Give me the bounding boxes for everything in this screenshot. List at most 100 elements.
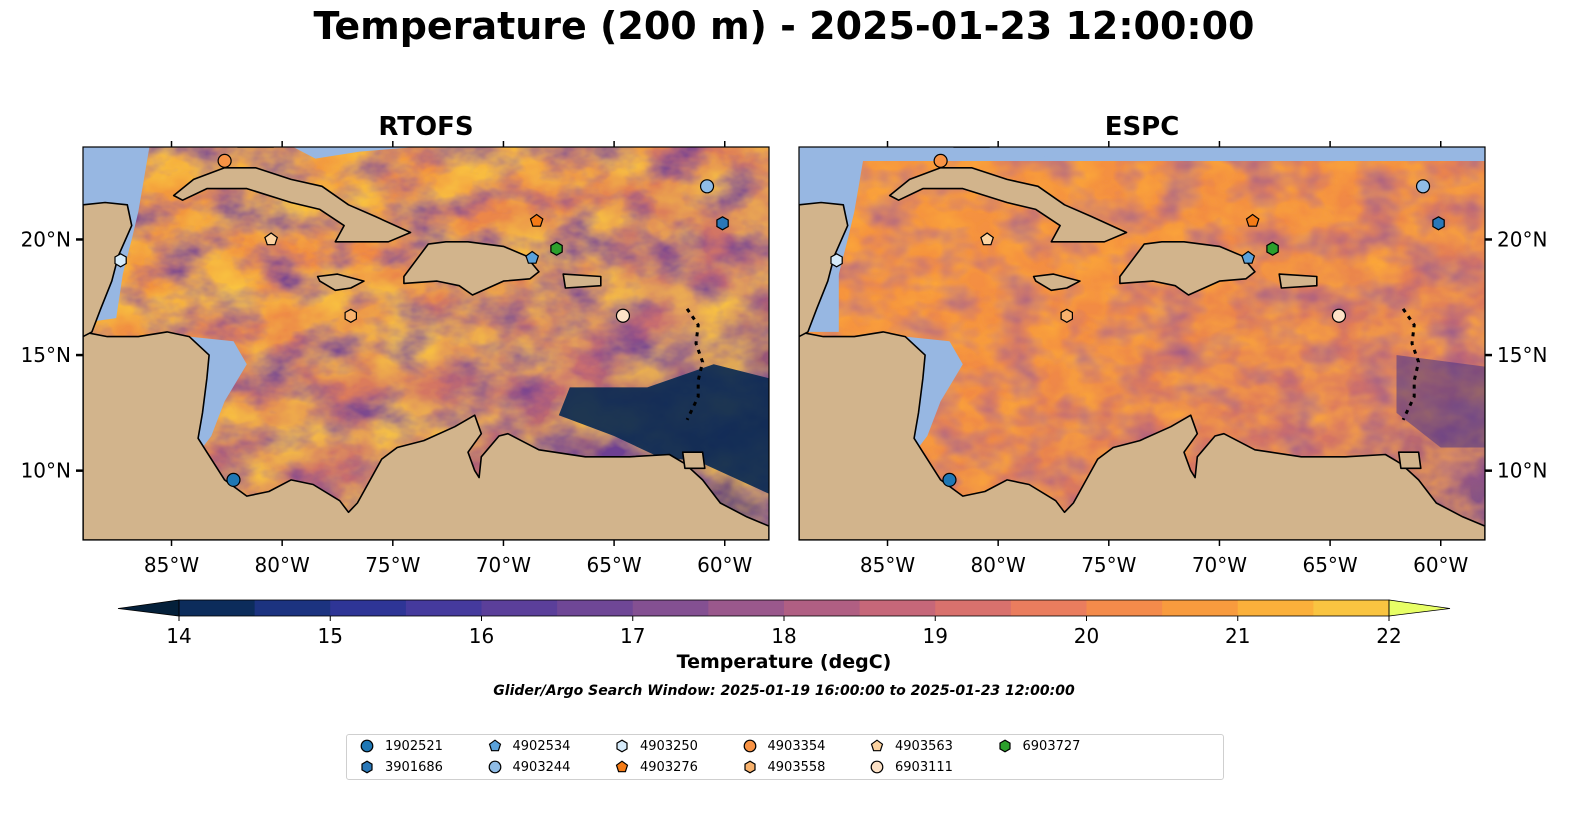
float-marker-4903563 <box>264 232 279 246</box>
circle-marker-icon <box>743 739 756 753</box>
legend-item-4902534: 4902534 <box>487 737 570 755</box>
landmass <box>562 273 602 289</box>
float-marker-4903244 <box>699 179 715 194</box>
colorbar-segment <box>481 600 558 616</box>
float-marker-4903250 <box>830 253 843 268</box>
legend-item-4903276: 4903276 <box>614 758 698 776</box>
landmass <box>1278 273 1318 289</box>
legend-label: 4903563 <box>895 738 953 754</box>
legend-marker-3901686 <box>361 760 373 774</box>
colorbar-tick-label: 16 <box>469 624 494 648</box>
colorbar-segment <box>1086 600 1163 616</box>
landmass <box>888 167 1128 243</box>
landmass <box>1119 241 1256 296</box>
legend-marker-4903276 <box>615 760 629 773</box>
float-marker-4903244 <box>1415 179 1431 194</box>
legend-item-4903558: 4903558 <box>742 758 825 776</box>
legend-marker-6903727 <box>998 739 1011 753</box>
float-marker-6903727 <box>550 241 563 256</box>
float-legend: 1902521 3901686 4902534 4903244 4903250 49032… <box>346 734 1224 780</box>
colorbar-segment <box>405 600 482 616</box>
float-marker-4903354 <box>933 153 948 168</box>
lon-tick-label: 75°W <box>1081 553 1136 577</box>
float-marker-4903276 <box>529 213 544 227</box>
legend-label: 1902521 <box>385 738 443 754</box>
legend-marker-4903244 <box>488 760 501 774</box>
panel-title-espc: ESPC <box>1104 112 1180 142</box>
lon-tick-label: 70°W <box>476 553 531 577</box>
colorbar-segment <box>1010 600 1087 616</box>
legend-item-4903563: 4903563 <box>869 737 953 755</box>
legend-marker-4903563 <box>870 739 884 752</box>
colorbar-segment <box>1237 600 1314 616</box>
lat-tick-label: 15°N <box>1497 343 1547 367</box>
map-frame <box>798 146 1486 541</box>
circle-marker-icon <box>870 760 884 774</box>
legend-label: 4903276 <box>640 759 698 775</box>
float-marker-4903563 <box>980 232 995 246</box>
map-frame <box>82 146 770 541</box>
legend-item-6903111: 6903111 <box>869 758 953 776</box>
landmass <box>1397 451 1422 470</box>
panel-title-rtofs: RTOFS <box>378 112 474 142</box>
colorbar-segment <box>859 600 936 616</box>
legend-label: 3901686 <box>385 759 443 775</box>
colorbar-segment <box>632 600 709 616</box>
legend-item-4903244: 4903244 <box>487 758 571 776</box>
legend-item-1902521: 1902521 <box>359 737 443 755</box>
lat-tick-label: 20°N <box>21 227 71 251</box>
lon-tick-label: 65°W <box>586 553 641 577</box>
lon-tick-label: 60°W <box>697 553 752 577</box>
lesser-antilles <box>1401 307 1421 421</box>
pentagon-marker-icon <box>488 739 501 752</box>
colorbar-extend-low <box>117 599 180 617</box>
lon-tick-label: 80°W <box>971 553 1026 577</box>
legend-label: 6903727 <box>1022 738 1081 754</box>
lon-tick-label: 85°W <box>144 553 199 577</box>
lon-tick-label: 70°W <box>1192 553 1247 577</box>
colorbar-segment <box>179 600 256 616</box>
colorbar-tick-label: 21 <box>1225 624 1250 648</box>
figure-title: Temperature (200 m) - 2025-01-23 12:00:0… <box>313 4 1255 48</box>
legend-marker-1902521 <box>360 739 374 753</box>
float-marker-4903558 <box>344 308 357 323</box>
float-marker-1902521 <box>942 472 957 487</box>
float-marker-6903727 <box>1266 241 1279 256</box>
legend-label: 6903111 <box>895 759 953 775</box>
float-marker-4902534 <box>525 250 540 264</box>
landmass <box>403 241 540 296</box>
colorbar-tick-label: 14 <box>166 624 191 648</box>
legend-item-4903354: 4903354 <box>742 737 826 755</box>
float-marker-4902534 <box>1241 250 1256 264</box>
pentagon-marker-icon <box>870 739 884 752</box>
legend-marker-6903111 <box>870 760 884 774</box>
landmass <box>799 201 849 338</box>
colorbar-label: Temperature (degC) <box>676 651 892 673</box>
float-marker-6903111 <box>615 308 631 323</box>
colorbar-tick-label: 19 <box>923 624 948 648</box>
lesser-antilles <box>685 307 705 421</box>
float-marker-4903354 <box>217 153 232 168</box>
landmass <box>681 451 706 470</box>
legend-item-3901686: 3901686 <box>359 758 443 776</box>
float-marker-3901686 <box>1432 216 1445 231</box>
colorbar-segment <box>708 600 785 616</box>
legend-label: 4903244 <box>512 759 571 775</box>
landmass <box>1032 273 1081 292</box>
colorbar-segment <box>1313 600 1390 616</box>
lon-tick-label: 80°W <box>255 553 310 577</box>
hexagon-marker-icon <box>998 739 1011 753</box>
legend-label: 4903354 <box>767 738 826 754</box>
colorbar-tick-label: 18 <box>771 624 796 648</box>
colorbar-segment <box>330 600 407 616</box>
legend-item-6903727: 6903727 <box>997 737 1081 755</box>
colorbar-segment <box>557 600 634 616</box>
landmass <box>83 201 133 338</box>
colorbar: 14 15 16 17 18 19 20 21 22 <box>117 599 1451 648</box>
search-window-note: Glider/Argo Search Window: 2025-01-19 16… <box>493 683 1075 699</box>
float-marker-4903276 <box>1245 213 1260 227</box>
pentagon-marker-icon <box>615 760 629 773</box>
legend-marker-4903354 <box>743 739 756 753</box>
lat-tick-label: 10°N <box>1497 459 1547 483</box>
